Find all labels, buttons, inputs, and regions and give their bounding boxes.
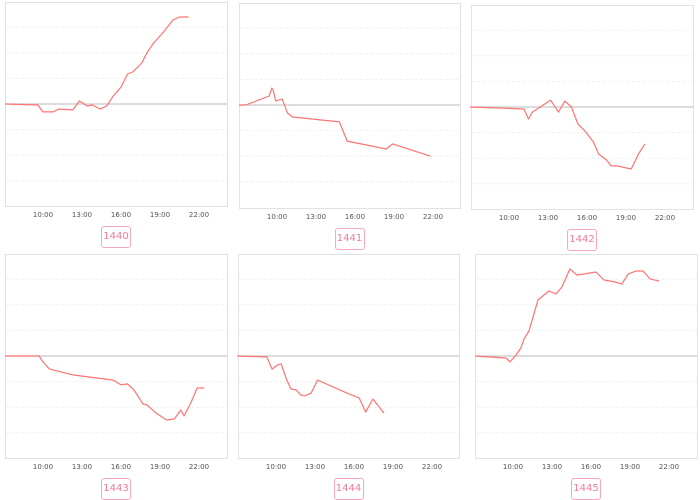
x-tick-label: 22:00 xyxy=(422,463,442,471)
x-tick-label: 16:00 xyxy=(344,463,364,471)
x-tick-label: 16:00 xyxy=(577,214,597,222)
series-line xyxy=(236,355,385,414)
chart-panel-1443: 10:00 13:00 16:00 19:00 22:00 xyxy=(5,254,228,471)
x-tick-label: 22:00 xyxy=(655,214,675,222)
series-line xyxy=(5,355,205,421)
chart-label-button[interactable]: 1444 xyxy=(333,478,364,500)
x-tick-label: 19:00 xyxy=(620,463,640,471)
x-tick-label: 13:00 xyxy=(72,211,92,219)
series-line xyxy=(469,99,646,170)
plot-frame xyxy=(239,3,461,209)
x-tick-label: 22:00 xyxy=(189,463,209,471)
chart-panel-1442: 10:00 13:00 16:00 19:00 22:00 xyxy=(469,5,694,222)
x-tick-label: 22:00 xyxy=(659,463,679,471)
x-tick-label: 10:00 xyxy=(266,463,286,471)
series-line xyxy=(474,268,660,363)
x-tick-label: 13:00 xyxy=(542,463,562,471)
x-tick-label: 19:00 xyxy=(383,463,403,471)
x-tick-label: 10:00 xyxy=(267,213,287,221)
x-tick-label: 22:00 xyxy=(189,211,209,219)
x-tick-label: 13:00 xyxy=(538,214,558,222)
chart-panel-1441: 10:00 13:00 16:00 19:00 22:00 xyxy=(239,3,461,221)
x-tick-label: 13:00 xyxy=(305,463,325,471)
x-tick-label: 19:00 xyxy=(150,211,170,219)
x-tick-label: 22:00 xyxy=(423,213,443,221)
x-tick-label: 10:00 xyxy=(499,214,519,222)
chart-panel-1440: 10:00 13:00 16:00 19:00 22:00 xyxy=(4,2,228,219)
chart-label-button[interactable]: 1443 xyxy=(101,478,131,500)
chart-label-button[interactable]: 1445 xyxy=(571,478,601,500)
x-tick-label: 13:00 xyxy=(306,213,326,221)
x-tick-label: 13:00 xyxy=(72,463,92,471)
x-tick-label: 19:00 xyxy=(616,214,636,222)
series-line xyxy=(4,16,189,113)
x-tick-label: 16:00 xyxy=(345,213,365,221)
chart-label-button[interactable]: 1440 xyxy=(101,226,131,248)
chart-panel-1444: 10:00 13:00 16:00 19:00 22:00 xyxy=(236,254,460,471)
x-tick-label: 19:00 xyxy=(384,213,404,221)
x-tick-label: 10:00 xyxy=(503,463,523,471)
series-line xyxy=(239,87,431,157)
x-tick-label: 16:00 xyxy=(111,463,131,471)
x-tick-label: 10:00 xyxy=(33,463,53,471)
chart-panel-1445: 10:00 13:00 16:00 19:00 22:00 xyxy=(474,254,698,471)
x-tick-label: 10:00 xyxy=(33,211,53,219)
x-tick-label: 16:00 xyxy=(111,211,131,219)
x-tick-label: 16:00 xyxy=(581,463,601,471)
chart-label-button[interactable]: 1442 xyxy=(567,229,597,251)
x-tick-label: 19:00 xyxy=(150,463,170,471)
chart-label-button[interactable]: 1441 xyxy=(334,228,365,250)
